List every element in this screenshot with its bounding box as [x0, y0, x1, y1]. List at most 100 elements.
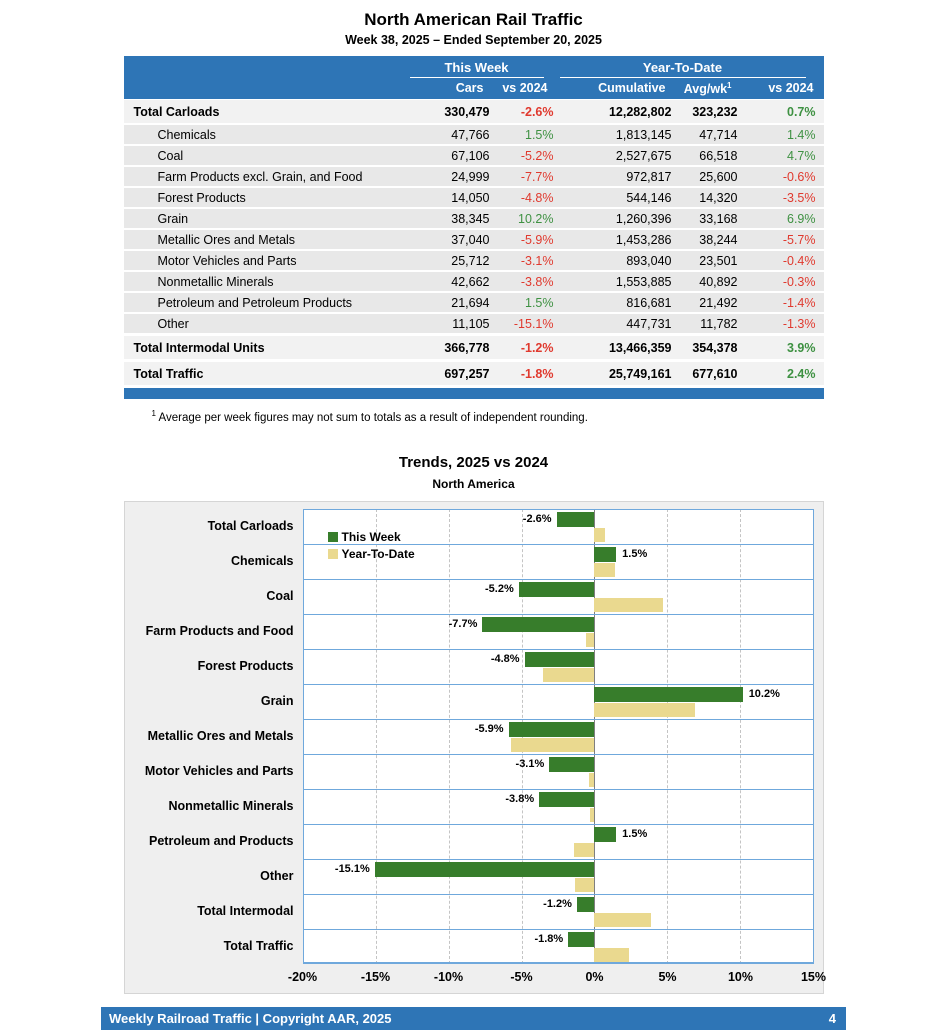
bar-this-week	[594, 686, 743, 702]
avgwk-value: 66,518	[699, 148, 738, 163]
cars-value: 14,050	[451, 190, 490, 205]
category-label: Grain	[260, 693, 294, 708]
category-label: Total Traffic	[223, 938, 294, 953]
footer-text: Weekly Railroad Traffic | Copyright AAR,…	[109, 1010, 392, 1026]
legend-label-this-week: This Week	[341, 530, 401, 545]
category-label: Other	[260, 868, 294, 883]
row-label: Farm Products excl. Grain, and Food	[157, 169, 363, 184]
avgwk-value: 14,320	[699, 190, 738, 205]
zero-line	[594, 508, 596, 964]
plot-area: This Week Year-To-Date -2.6% 1.5% -5.2% -7.…	[302, 508, 814, 964]
x-tick-label: 10%	[727, 969, 754, 984]
row-label: Forest Products	[157, 190, 246, 205]
table-row: Forest Products 14,050 -4.8% 544,146 14,320 -…	[123, 188, 824, 210]
row-label: Grain	[157, 211, 189, 226]
x-tick-label: -5%	[510, 969, 533, 984]
bar-year-to-date	[575, 877, 595, 892]
week-vs-value: -4.8%	[520, 190, 554, 205]
category-label: Total Intermodal	[197, 903, 294, 918]
bar-this-week	[518, 581, 595, 597]
band-separator	[303, 928, 813, 931]
ytd-vs-value: -0.6%	[782, 169, 816, 184]
x-tick-label: 5%	[658, 969, 677, 984]
x-tick-label: 15%	[800, 969, 827, 984]
week-vs-value: -1.8%	[520, 366, 554, 381]
trends-chart: Total Carloads Chemicals Coal Farm Products…	[123, 500, 826, 994]
ytd-vs-value: -1.3%	[782, 316, 816, 331]
cars-value: 21,694	[451, 295, 490, 310]
week-vs-value: 1.5%	[525, 295, 554, 310]
band-separator	[303, 578, 813, 581]
bar-year-to-date	[573, 842, 595, 857]
avgwk-value: 354,378	[692, 340, 738, 355]
cumulative-value: 544,146	[626, 190, 672, 205]
cumulative-value: 12,282,802	[608, 104, 672, 119]
bar-value-label: -4.8%	[490, 652, 520, 665]
avg-wk-text: Avg/wk	[683, 82, 728, 97]
ytd-vs-value: 4.7%	[787, 148, 816, 163]
group-header-this-week: This Week	[409, 60, 544, 78]
ytd-vs-value: -0.3%	[782, 274, 816, 289]
week-vs-value: -2.6%	[520, 104, 554, 119]
ytd-vs-value: 6.9%	[787, 211, 816, 226]
category-labels-column: Total Carloads Chemicals Coal Farm Products…	[131, 509, 303, 964]
week-vs-value: -7.7%	[520, 169, 554, 184]
avgwk-value: 323,232	[692, 104, 738, 119]
x-tick-label: -10%	[433, 969, 464, 984]
table-header: This Week Year-To-Date Cars vs 2024 Cumu…	[123, 56, 824, 100]
footnote-text: Average per week figures may not sum to …	[158, 411, 588, 424]
cumulative-value: 447,731	[626, 316, 672, 331]
bar-value-label: -5.2%	[484, 582, 514, 595]
bar-value-label: 1.5%	[622, 827, 648, 840]
bar-value-label: -5.9%	[474, 722, 504, 735]
avgwk-value: 23,501	[699, 253, 738, 268]
this-week-swatch-icon	[327, 532, 338, 543]
table-row: Farm Products excl. Grain, and Food 24,99…	[123, 167, 824, 189]
cars-value: 37,040	[451, 232, 490, 247]
header-spacer	[130, 81, 404, 96]
category-label: Farm Products and Food	[145, 623, 294, 638]
avgwk-value: 11,782	[700, 316, 738, 331]
cumulative-value: 2,527,675	[615, 148, 672, 163]
week-vs-value: -5.9%	[520, 232, 554, 247]
category-label: Nonmetallic Minerals	[168, 798, 294, 813]
table-row: Coal 67,106 -5.2% 2,527,675 66,518 4.7%	[123, 146, 824, 168]
bar-this-week	[594, 546, 617, 562]
gridline	[448, 508, 450, 964]
cars-value: 24,999	[451, 169, 490, 184]
band-separator	[303, 858, 813, 861]
table-bottom-bar	[123, 388, 824, 400]
row-label: Coal	[157, 148, 184, 163]
bar-this-week	[539, 791, 595, 807]
bar-this-week	[576, 896, 595, 912]
ytd-vs-value: 2.4%	[787, 366, 816, 381]
bar-year-to-date	[594, 702, 695, 717]
ytd-vs-value: -3.5%	[782, 190, 816, 205]
table-row: Motor Vehicles and Parts 25,712 -3.1% 893,0…	[123, 251, 824, 273]
x-axis: -20% -15% -10% -5% 0% 5% 10% 15%	[288, 964, 826, 990]
bar-this-week	[594, 826, 617, 842]
bar-year-to-date	[511, 737, 595, 752]
bar-year-to-date	[594, 527, 605, 542]
table-row: Total Traffic 697,257 -1.8% 25,749,161 677,6…	[123, 361, 824, 388]
band-separator	[303, 683, 813, 686]
cars-value: 330,479	[444, 104, 490, 119]
avgwk-value: 677,610	[692, 366, 738, 381]
week-vs-value: 1.5%	[525, 127, 554, 142]
cumulative-value: 25,749,161	[608, 366, 672, 381]
bar-value-label: -3.8%	[505, 792, 535, 805]
page-title: North American Rail Traffic	[364, 10, 583, 29]
bar-year-to-date	[543, 667, 595, 682]
bar-this-week	[556, 511, 595, 527]
bar-value-label: -1.8%	[534, 932, 564, 945]
gridline	[667, 508, 669, 964]
cumulative-value: 1,453,286	[615, 232, 672, 247]
cumulative-value: 1,553,885	[615, 274, 672, 289]
table-row: Total Intermodal Units 366,778 -1.2% 13,466…	[123, 335, 824, 362]
col-header-avg-wk: Avg/wk1	[668, 81, 734, 96]
band-separator	[303, 648, 813, 651]
table-row: Chemicals 47,766 1.5% 1,813,145 47,714 1.4%	[123, 125, 824, 147]
bar-value-label: 1.5%	[622, 547, 648, 560]
ytd-vs-value: 3.9%	[787, 340, 816, 355]
avgwk-value: 21,492	[699, 295, 738, 310]
